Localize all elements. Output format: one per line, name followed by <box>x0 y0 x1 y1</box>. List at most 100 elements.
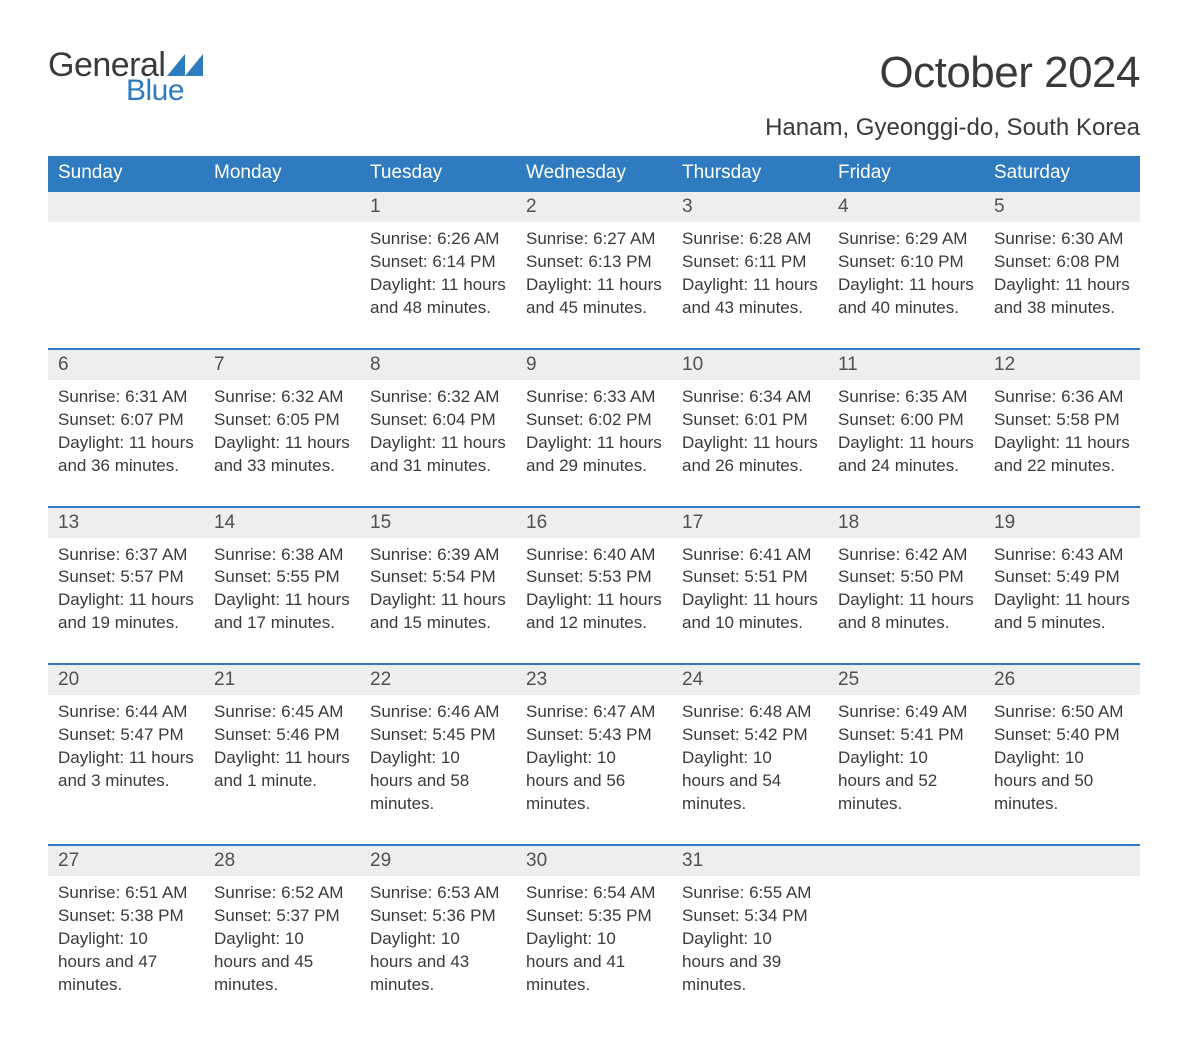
sunset-text: Sunset: 5:36 PM <box>370 905 506 928</box>
day-cell: 14Sunrise: 6:38 AMSunset: 5:55 PMDayligh… <box>204 508 360 636</box>
sunrise-text: Sunrise: 6:30 AM <box>994 228 1130 251</box>
day-number: 23 <box>526 669 547 690</box>
day-cell: 2Sunrise: 6:27 AMSunset: 6:13 PMDaylight… <box>516 192 672 320</box>
day-body: Sunrise: 6:40 AMSunset: 5:53 PMDaylight:… <box>516 538 672 636</box>
sunrise-text: Sunrise: 6:48 AM <box>682 701 818 724</box>
day-number-band: 6 <box>48 350 204 380</box>
sunset-text: Sunset: 5:49 PM <box>994 566 1130 589</box>
day-number-band: 1 <box>360 192 516 222</box>
day-body: Sunrise: 6:47 AMSunset: 5:43 PMDaylight:… <box>516 695 672 816</box>
sunset-text: Sunset: 5:38 PM <box>58 905 194 928</box>
daylight-text: Daylight: 11 hours and 31 minutes. <box>370 432 506 478</box>
sunrise-text: Sunrise: 6:32 AM <box>370 386 506 409</box>
day-number: 17 <box>682 512 703 533</box>
page: General Blue October 2024 Hanam, Gyeongg… <box>0 0 1188 1037</box>
week-row: 20 Sunrise: 6:44 AMSunset: 5:47 PM Dayligh… <box>48 663 1140 816</box>
sunrise-text: Sunrise: 6:29 AM <box>838 228 974 251</box>
day-cell: 30Sunrise: 6:54 AMSunset: 5:35 PMDayligh… <box>516 846 672 997</box>
sunrise-text: Sunrise: 6:51 AM <box>58 882 194 905</box>
weekday-header: Thursday <box>672 156 828 190</box>
empty-day-band <box>984 846 1140 876</box>
day-number: 14 <box>214 512 235 533</box>
day-number: 28 <box>214 850 235 871</box>
day-number-band: 20 <box>48 665 204 695</box>
day-body: Sunrise: 6:28 AMSunset: 6:11 PMDaylight:… <box>672 222 828 320</box>
sunrise-text: Sunrise: 6:49 AM <box>838 701 974 724</box>
day-body: Sunrise: 6:41 AMSunset: 5:51 PMDaylight:… <box>672 538 828 636</box>
empty-day-band <box>48 192 204 222</box>
day-body: Sunrise: 6:31 AMSunset: 6:07 PMDaylight:… <box>48 380 204 478</box>
sunrise-text: Sunrise: 6:50 AM <box>994 701 1130 724</box>
day-body: Sunrise: 6:48 AMSunset: 5:42 PMDaylight:… <box>672 695 828 816</box>
sunset-text: Sunset: 5:47 PM <box>58 724 194 747</box>
day-cell: 12 Sunrise: 6:36 AMSunset: 5:58 PMDayligh… <box>984 350 1140 478</box>
daylight-text: Daylight: 10 hours and 39 minutes. <box>682 928 818 997</box>
calendar: SundayMondayTuesdayWednesdayThursdayFrid… <box>48 156 1140 997</box>
week-row: 1Sunrise: 6:26 AMSunset: 6:14 PMDaylight… <box>48 190 1140 320</box>
day-cell: 16Sunrise: 6:40 AMSunset: 5:53 PMDayligh… <box>516 508 672 636</box>
sunset-text: Sunset: 6:08 PM <box>994 251 1130 274</box>
day-body: Sunrise: 6:36 AMSunset: 5:58 PMDaylight:… <box>984 380 1140 478</box>
day-number-band: 15 <box>360 508 516 538</box>
day-cell: 26Sunrise: 6:50 AMSunset: 5:40 PMDayligh… <box>984 665 1140 816</box>
day-number-band: 4 <box>828 192 984 222</box>
sunset-text: Sunset: 5:53 PM <box>526 566 662 589</box>
sunrise-text: Sunrise: 6:52 AM <box>214 882 350 905</box>
day-cell <box>828 846 984 997</box>
day-body: Sunrise: 6:29 AMSunset: 6:10 PMDaylight:… <box>828 222 984 320</box>
weekday-header: Saturday <box>984 156 1140 190</box>
day-number-band: 10 <box>672 350 828 380</box>
day-cell: 7Sunrise: 6:32 AMSunset: 6:05 PMDaylight… <box>204 350 360 478</box>
daylight-text: Daylight: 11 hours and 38 minutes. <box>994 274 1130 320</box>
day-cell: 19Sunrise: 6:43 AMSunset: 5:49 PMDayligh… <box>984 508 1140 636</box>
day-cell: 4Sunrise: 6:29 AMSunset: 6:10 PMDaylight… <box>828 192 984 320</box>
day-cell <box>204 192 360 320</box>
day-number-band: 30 <box>516 846 672 876</box>
day-number: 24 <box>682 669 703 690</box>
day-body: Sunrise: 6:32 AMSunset: 6:04 PMDaylight:… <box>360 380 516 478</box>
day-body: Sunrise: 6:30 AMSunset: 6:08 PMDaylight:… <box>984 222 1140 320</box>
sunrise-text: Sunrise: 6:38 AM <box>214 544 350 567</box>
daylight-text: Daylight: 11 hours and 33 minutes. <box>214 432 350 478</box>
day-body: Sunrise: 6:37 AMSunset: 5:57 PMDaylight:… <box>48 538 204 636</box>
daylight-text: Daylight: 10 hours and 52 minutes. <box>838 747 974 816</box>
day-number: 12 <box>994 354 1015 375</box>
sunrise-text: Sunrise: 6:37 AM <box>58 544 194 567</box>
day-number-band: 2 <box>516 192 672 222</box>
day-number-band: 3 <box>672 192 828 222</box>
day-cell: 28Sunrise: 6:52 AMSunset: 5:37 PMDayligh… <box>204 846 360 997</box>
sunrise-text: Sunrise: 6:41 AM <box>682 544 818 567</box>
day-number: 25 <box>838 669 859 690</box>
day-number: 9 <box>526 354 537 375</box>
day-number: 18 <box>838 512 859 533</box>
day-body: Sunrise: 6:35 AMSunset: 6:00 PMDaylight:… <box>828 380 984 478</box>
day-cell <box>48 192 204 320</box>
day-body: Sunrise: 6:34 AMSunset: 6:01 PMDaylight:… <box>672 380 828 478</box>
day-number: 10 <box>682 354 703 375</box>
day-number: 30 <box>526 850 547 871</box>
day-number: 15 <box>370 512 391 533</box>
sunrise-text: Sunrise: 6:35 AM <box>838 386 974 409</box>
weekday-header: Wednesday <box>516 156 672 190</box>
sunrise-text: Sunrise: 6:28 AM <box>682 228 818 251</box>
sunrise-text: Sunrise: 6:26 AM <box>370 228 506 251</box>
day-number-band: 5 <box>984 192 1140 222</box>
sunset-text: Sunset: 6:01 PM <box>682 409 818 432</box>
sunrise-text: Sunrise: 6:44 AM <box>58 701 194 724</box>
day-number: 21 <box>214 669 235 690</box>
day-body: Sunrise: 6:32 AMSunset: 6:05 PMDaylight:… <box>204 380 360 478</box>
daylight-text: Daylight: 11 hours and 15 minutes. <box>370 589 506 635</box>
sunrise-text: Sunrise: 6:43 AM <box>994 544 1130 567</box>
day-number: 8 <box>370 354 381 375</box>
sunset-text: Sunset: 6:11 PM <box>682 251 818 274</box>
sunset-text: Sunset: 5:50 PM <box>838 566 974 589</box>
sunset-text: Sunset: 5:41 PM <box>838 724 974 747</box>
day-cell: 21Sunrise: 6:45 AMSunset: 5:46 PMDayligh… <box>204 665 360 816</box>
sunset-text: Sunset: 5:40 PM <box>994 724 1130 747</box>
day-number: 27 <box>58 850 79 871</box>
empty-day-band <box>204 192 360 222</box>
day-cell: 23 Sunrise: 6:47 AMSunset: 5:43 PMDayligh… <box>516 665 672 816</box>
sunset-text: Sunset: 6:00 PM <box>838 409 974 432</box>
week-row: 13Sunrise: 6:37 AMSunset: 5:57 PMDayligh… <box>48 506 1140 636</box>
week-row: 27 Sunrise: 6:51 AMSunset: 5:38 PM Dayligh… <box>48 844 1140 997</box>
